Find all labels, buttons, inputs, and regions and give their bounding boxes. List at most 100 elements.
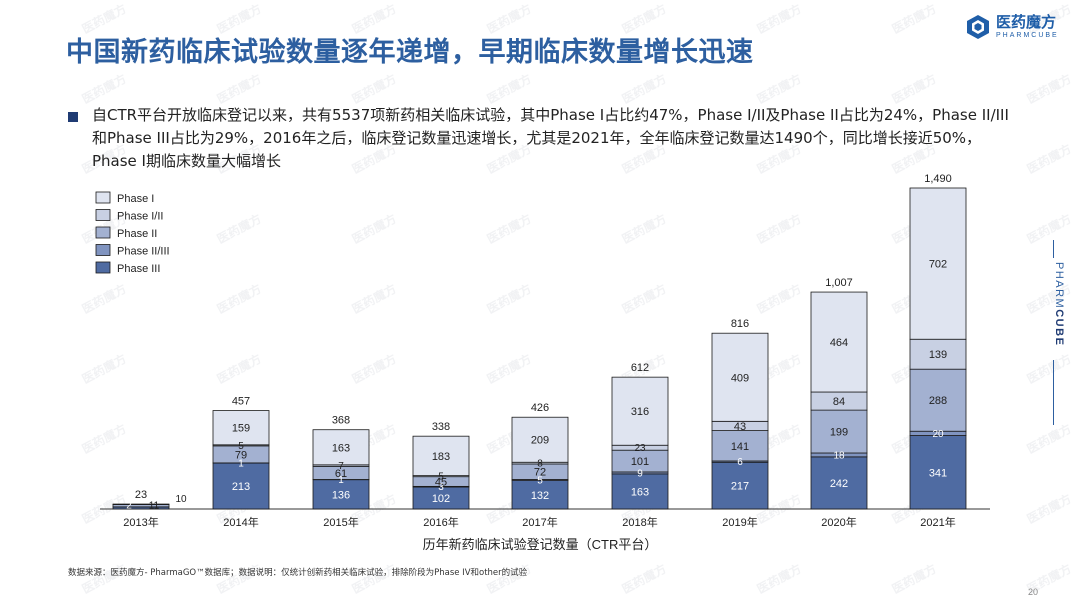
data-label: 84 (833, 396, 845, 408)
total-label: 368 (332, 415, 350, 427)
data-label: 213 (232, 481, 250, 493)
data-label: 132 (531, 490, 549, 502)
data-label: 18 (833, 450, 845, 461)
bar-segment (212, 462, 270, 510)
data-source-note: 数据来源：医药魔方- PharmaGO™数据库；数据说明：仅统计创新药相关临床试… (68, 568, 528, 578)
data-label: 101 (631, 456, 649, 468)
total-label: 23 (135, 489, 147, 501)
data-label: 139 (929, 349, 947, 361)
data-label: 242 (830, 478, 848, 490)
bar-segment (611, 473, 669, 510)
data-label: 136 (332, 489, 350, 501)
bar-segment (711, 430, 769, 462)
bar-segment (212, 410, 270, 446)
data-label: 6 (737, 457, 743, 468)
legend-label: Phase II (117, 228, 157, 240)
data-label: 288 (929, 395, 947, 407)
x-tick-label: 2019年 (722, 515, 757, 529)
x-tick-label: 2016年 (423, 515, 458, 529)
data-label: 183 (432, 451, 450, 463)
page-title: 中国新药临床试验数量逐年递增，早期临床数量增长迅速 (66, 37, 754, 68)
bullet-square-icon (68, 112, 78, 122)
legend-label: Phase I/II (117, 211, 163, 223)
legend-swatch (95, 191, 111, 204)
legend-swatch (95, 209, 111, 221)
bar-segment (312, 429, 370, 466)
bar-segment (312, 479, 370, 510)
bar-segment (909, 435, 967, 510)
x-tick-label: 2021年 (920, 515, 955, 529)
bar-segment (511, 416, 569, 463)
data-label: 1 (238, 459, 244, 470)
side-rule-bottom (1053, 360, 1054, 425)
summary-text: 自CTR平台开放临床登记以来，共有5537项新药相关临床试验，其中Phase I… (92, 106, 1009, 170)
data-label: 43 (734, 421, 746, 433)
data-label: 79 (235, 449, 247, 461)
total-label: 338 (432, 421, 450, 433)
data-label: 5 (438, 472, 444, 483)
x-tick-label: 2013年 (123, 515, 158, 529)
data-label: 2 (126, 501, 132, 512)
data-label: 163 (631, 486, 649, 498)
data-label: 702 (929, 259, 947, 271)
legend-label: Phase III (117, 263, 160, 275)
bar-segment (711, 461, 769, 510)
data-label: 5 (537, 476, 543, 487)
data-label: 316 (631, 406, 649, 418)
bar-segment (810, 456, 868, 510)
data-label: 409 (731, 372, 749, 384)
bar-segment (511, 480, 569, 510)
brand-logo: 医药魔方 PHARMCUBE (965, 14, 1059, 40)
total-label: 612 (631, 362, 649, 374)
x-tick-label: 2015年 (323, 515, 358, 529)
page-number: 20 (1028, 587, 1039, 597)
logo-en-text: PHARMCUBE (996, 32, 1059, 39)
data-label: 9 (637, 468, 643, 479)
legend-label: Phase I (117, 193, 154, 205)
x-tick-label: 2020年 (821, 515, 856, 529)
data-label: 464 (830, 337, 848, 349)
total-label: 816 (731, 318, 749, 330)
data-label: 20 (932, 429, 944, 440)
legend-swatch (95, 226, 111, 239)
logo-cn-text: 医药魔方 (996, 13, 1057, 31)
data-label: 72 (534, 467, 546, 479)
x-tick-label: 2018年 (622, 515, 657, 529)
total-label: 1,490 (924, 173, 952, 185)
data-label: 199 (830, 427, 848, 439)
data-label: 163 (332, 442, 350, 454)
bar-segment (909, 368, 967, 432)
legend-swatch (95, 261, 111, 274)
data-label: 209 (531, 435, 549, 447)
data-label: 5 (238, 441, 244, 452)
total-label: 1,007 (825, 277, 853, 289)
data-label: 141 (731, 441, 749, 453)
legend-label: Phase II/III (117, 246, 170, 258)
data-label: 7 (338, 461, 344, 472)
bar-segment (412, 435, 470, 477)
bar-segment (611, 376, 669, 446)
bar-segment (909, 338, 967, 370)
legend-swatch (95, 244, 111, 256)
x-tick-label: 2017年 (522, 515, 557, 529)
side-brand-a: PHARM (1053, 262, 1065, 310)
bar-segment (711, 332, 769, 422)
data-label: 8 (537, 459, 543, 470)
data-label: 217 (731, 481, 749, 493)
data-label: 61 (335, 468, 347, 480)
data-label: 23 (634, 443, 646, 454)
data-label: 11 (149, 501, 160, 512)
cube-logo-icon (967, 15, 989, 39)
data-label: 159 (232, 423, 250, 435)
total-label: 457 (232, 396, 250, 408)
data-label: 3 (438, 482, 444, 493)
side-brand-label: PHARMCUBE (1043, 262, 1065, 346)
data-label: 102 (432, 493, 450, 505)
side-rule-top (1053, 240, 1054, 258)
data-label: 10 (175, 494, 187, 505)
data-label: 1 (338, 475, 344, 486)
data-label: 45 (435, 477, 447, 489)
bar-segment (909, 187, 967, 340)
side-brand-b: CUBE (1053, 309, 1065, 347)
